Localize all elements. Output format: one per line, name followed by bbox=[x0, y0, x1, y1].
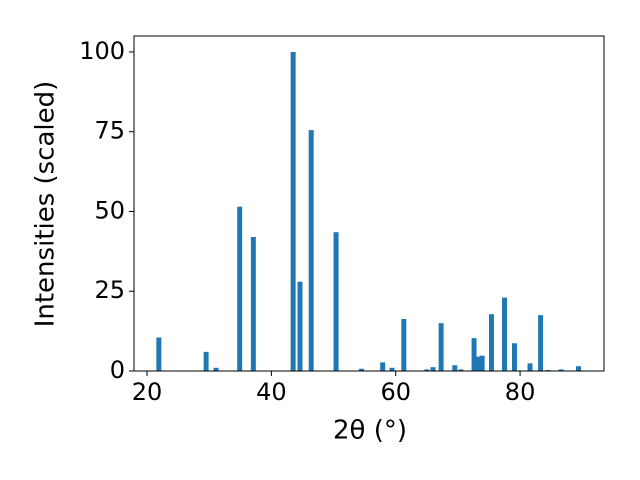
bar bbox=[488, 314, 494, 371]
x-tick-label: 40 bbox=[256, 378, 287, 406]
bar bbox=[471, 338, 477, 371]
bar bbox=[452, 365, 458, 371]
bar bbox=[308, 130, 314, 371]
bar bbox=[297, 281, 303, 371]
bar bbox=[359, 368, 365, 371]
bar bbox=[156, 337, 162, 371]
y-tick-label: 75 bbox=[94, 117, 125, 145]
bar bbox=[250, 237, 256, 371]
plot-frame bbox=[133, 35, 605, 372]
x-axis-label: 2θ (°) bbox=[333, 416, 407, 446]
bar bbox=[430, 367, 436, 371]
bar bbox=[502, 297, 508, 371]
y-tick-label: 0 bbox=[110, 356, 125, 384]
bar bbox=[389, 367, 395, 371]
bar bbox=[511, 343, 517, 371]
bar bbox=[527, 363, 533, 371]
bar bbox=[237, 206, 243, 371]
x-tick-label: 20 bbox=[132, 378, 163, 406]
bar bbox=[558, 369, 564, 371]
bar bbox=[290, 51, 296, 371]
bar bbox=[380, 362, 386, 371]
bar bbox=[458, 369, 464, 371]
x-tick-label: 60 bbox=[380, 378, 411, 406]
bar bbox=[538, 315, 544, 371]
bar bbox=[576, 366, 581, 371]
bar bbox=[438, 323, 444, 371]
bar bbox=[203, 351, 209, 371]
y-axis-label: Intensities (scaled) bbox=[31, 81, 61, 328]
bar bbox=[213, 367, 219, 371]
y-tick-label: 25 bbox=[94, 276, 125, 304]
bar bbox=[401, 318, 407, 371]
x-tick-label: 80 bbox=[505, 378, 536, 406]
bar bbox=[424, 369, 430, 371]
bar bbox=[475, 356, 481, 371]
bar bbox=[479, 355, 485, 371]
y-tick-label: 50 bbox=[94, 196, 125, 224]
y-tick-label: 100 bbox=[79, 37, 125, 65]
bar bbox=[333, 232, 339, 371]
